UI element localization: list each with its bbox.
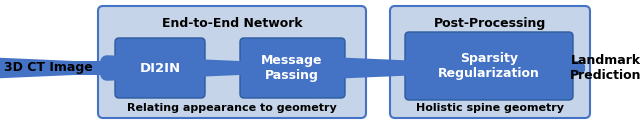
Text: 3D CT Image: 3D CT Image — [4, 61, 92, 75]
Text: Message
Passing: Message Passing — [261, 54, 323, 82]
FancyBboxPatch shape — [98, 6, 366, 118]
Text: Relating appearance to geometry: Relating appearance to geometry — [127, 103, 337, 113]
Text: Sparsity
Regularization: Sparsity Regularization — [438, 52, 540, 80]
Text: Post-Processing: Post-Processing — [434, 17, 546, 30]
Text: Landmark
Prediction: Landmark Prediction — [570, 54, 640, 82]
Text: End-to-End Network: End-to-End Network — [162, 17, 302, 30]
Text: DI2IN: DI2IN — [140, 61, 180, 75]
Text: Holistic spine geometry: Holistic spine geometry — [416, 103, 564, 113]
FancyBboxPatch shape — [240, 38, 345, 98]
FancyBboxPatch shape — [115, 38, 205, 98]
FancyBboxPatch shape — [390, 6, 590, 118]
FancyBboxPatch shape — [405, 32, 573, 100]
